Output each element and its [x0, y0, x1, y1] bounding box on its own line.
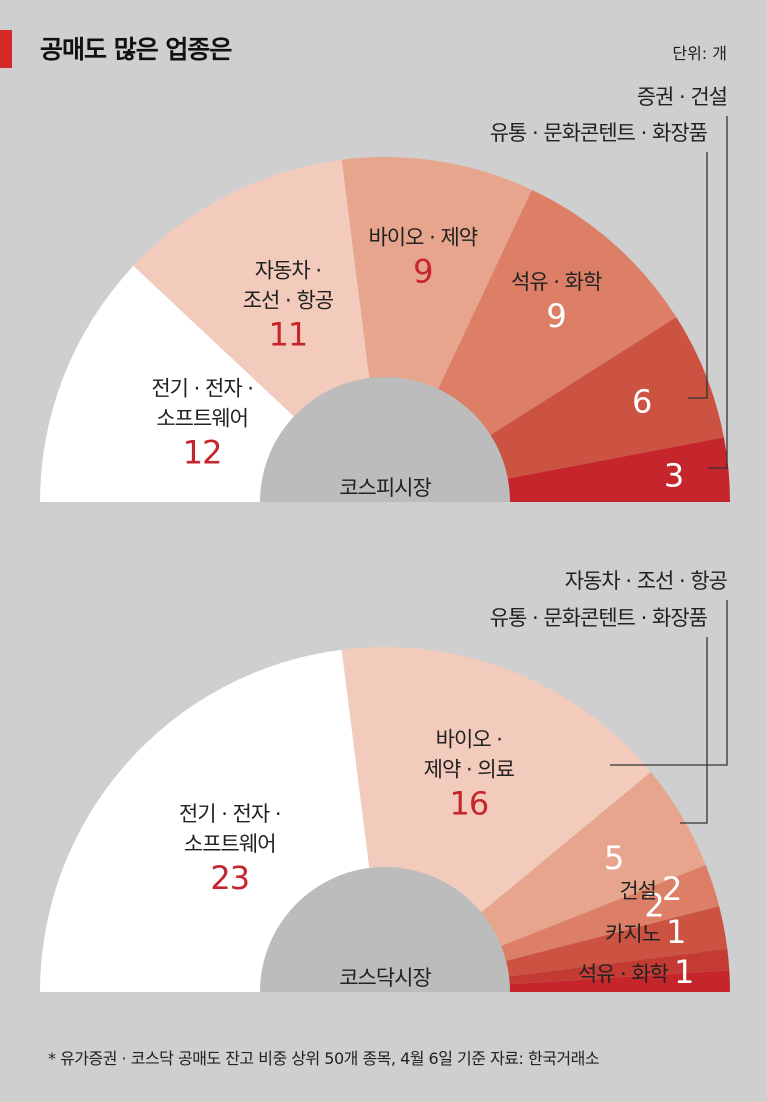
slice-value: 2	[644, 887, 663, 925]
market-label: 코스닥시장	[339, 966, 431, 990]
market-label: 코스피시장	[339, 476, 431, 500]
slice-value: 11	[269, 315, 308, 353]
slice-value: 1	[674, 953, 693, 991]
callout-label: 증권 · 건설	[637, 85, 727, 109]
center-hole	[260, 867, 510, 992]
slice-value: 12	[183, 434, 222, 472]
slice-label: 소프트웨어	[184, 832, 276, 856]
slice-label: 제약 · 의료	[424, 757, 515, 781]
slice-label: 바이오 ·	[436, 727, 502, 751]
callout-line	[708, 116, 728, 469]
slice-label: 바이오 · 제약	[368, 225, 477, 249]
slice-value: 3	[664, 457, 683, 495]
footnote: * 유가증권 · 코스닥 공매도 잔고 비중 상위 50개 종목, 4월 6일 …	[48, 1049, 600, 1068]
unit-label: 단위: 개	[672, 44, 727, 63]
slice-label: 건설	[619, 879, 656, 903]
callout-label: 유통 · 문화콘텐트 · 화장품	[490, 606, 708, 630]
callout-label: 자동차 · 조선 · 항공	[565, 569, 728, 593]
slice-label: 자동차 ·	[255, 258, 321, 282]
chart-title: 공매도 많은 업종은	[40, 35, 232, 64]
slice-label: 석유 · 화학	[578, 962, 669, 986]
slice-value: 23	[210, 859, 249, 897]
slice-value: 9	[546, 297, 565, 335]
callout-line	[610, 600, 728, 766]
callout-label: 유통 · 문화콘텐트 · 화장품	[490, 121, 708, 145]
slice-value: 6	[632, 382, 651, 420]
slice-label: 소프트웨어	[156, 407, 248, 431]
slice-label: 석유 · 화학	[511, 270, 602, 294]
slice-value: 16	[449, 784, 488, 822]
title-accent-bar	[0, 30, 12, 68]
slice-label: 전기 · 전자 ·	[151, 377, 253, 401]
slice-label: 카지노	[605, 922, 661, 946]
slice-value: 1	[666, 913, 685, 951]
slice-value: 9	[413, 252, 432, 290]
slice-label: 전기 · 전자 ·	[179, 802, 281, 826]
slice-label: 조선 · 항공	[243, 288, 334, 312]
slice-value: 5	[604, 839, 623, 877]
callout-line	[688, 152, 708, 399]
slice-value: 2	[662, 870, 681, 908]
callout-line	[680, 637, 708, 824]
center-hole	[260, 377, 510, 502]
